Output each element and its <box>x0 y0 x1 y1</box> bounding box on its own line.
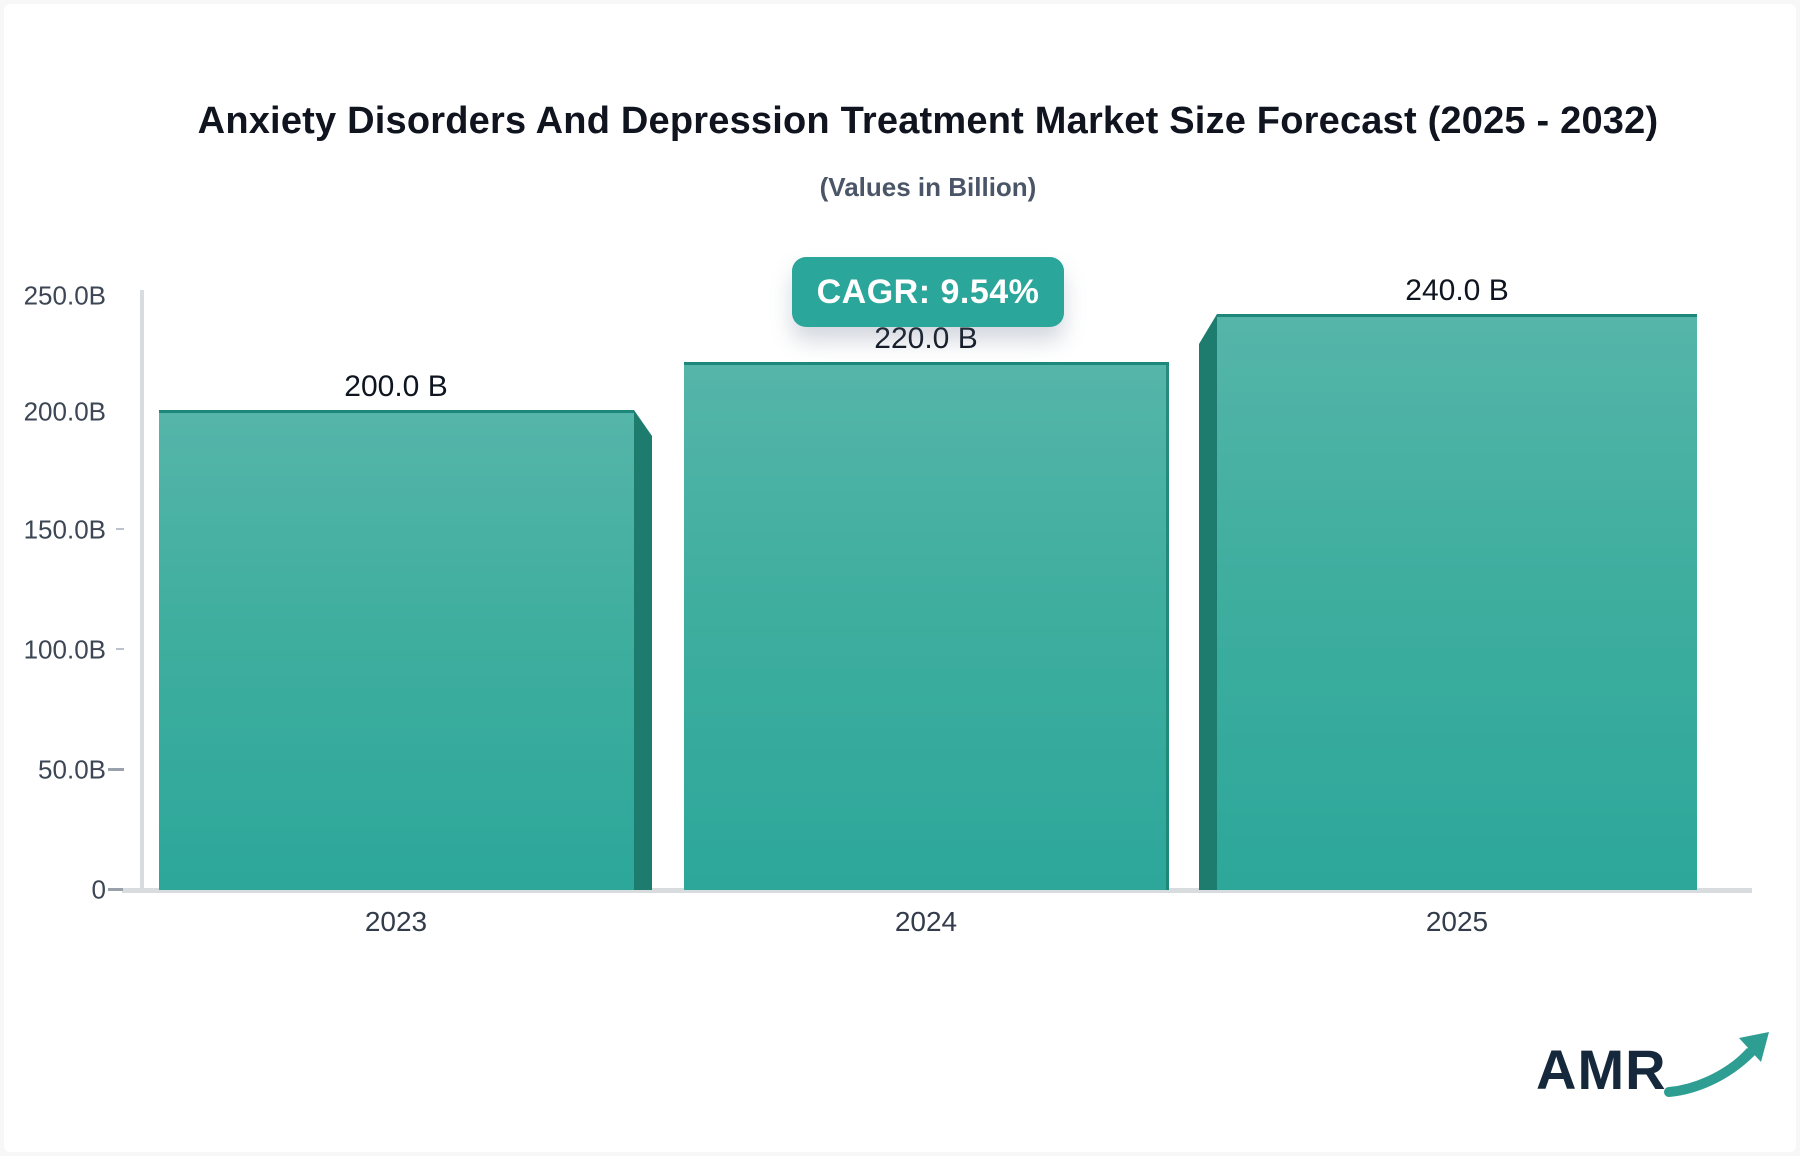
bar-2024-value-label: 220.0 B <box>874 322 978 355</box>
bar-2024 <box>684 362 1169 890</box>
y-tickmark-100 <box>116 648 124 650</box>
bar-2023-side-panel <box>634 410 652 890</box>
x-label-2024: 2024 <box>894 906 958 937</box>
y-tickmark-50 <box>108 768 124 771</box>
y-tick-50: 50.0B <box>38 754 106 785</box>
amr-logo: AMR <box>1536 1032 1783 1102</box>
x-label-2023: 2023 <box>364 906 428 937</box>
cagr-badge: CAGR: 9.54% <box>792 257 1064 327</box>
x-axis-line <box>122 888 1752 893</box>
chart-subtitle: (Values in Billion) <box>819 172 1037 202</box>
y-tick-150: 150.0B <box>23 514 106 545</box>
y-tickmark-150 <box>116 528 124 530</box>
amr-logo-text: AMR <box>1536 1037 1667 1101</box>
chart-card: Anxiety Disorders And Depression Treatme… <box>4 4 1796 1152</box>
y-tickmark-0 <box>108 888 123 891</box>
y-tick-100: 100.0B <box>23 634 106 665</box>
y-tick-0: 0 <box>91 874 106 905</box>
bar-2025 <box>1217 314 1697 890</box>
x-label-2025: 2025 <box>1425 906 1489 937</box>
growth-arrow-icon <box>1663 1032 1769 1097</box>
bar-2023-value-label: 200.0 B <box>344 370 448 403</box>
chart-title: Anxiety Disorders And Depression Treatme… <box>197 100 1659 142</box>
bar-2025-value-label: 240.0 B <box>1405 274 1509 307</box>
y-tick-200: 200.0B <box>23 396 106 427</box>
bar-2025-side-panel <box>1199 314 1217 890</box>
y-tick-250: 250.0B <box>23 280 106 311</box>
y-axis-line <box>140 290 144 892</box>
bar-2023 <box>159 410 634 890</box>
